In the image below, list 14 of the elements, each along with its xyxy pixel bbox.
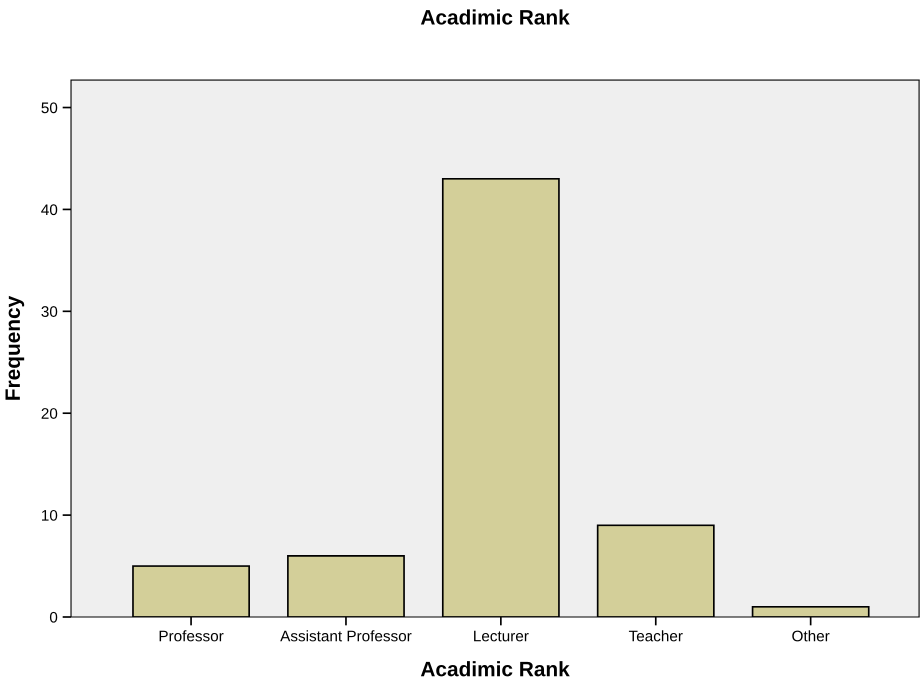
chart-title: Acadimic Rank (420, 9, 570, 25)
y-tick-label: 40 (41, 204, 58, 216)
x-tick-label: Teacher (628, 630, 683, 642)
y-tick-label: 0 (50, 612, 58, 623)
x-tick-label: Assistant Professor (280, 630, 412, 642)
y-tick-label: 20 (42, 408, 58, 419)
x-tick-label: Other (792, 630, 830, 642)
x-tick-label: Lecturer (474, 630, 529, 642)
x-axis-title: Acadimic Rank (420, 661, 570, 676)
y-tick-label: 30 (41, 306, 58, 317)
y-tick-label: 10 (42, 510, 58, 521)
x-tick-label: Professor (160, 630, 224, 642)
y-axis-title: Frequency (6, 296, 24, 400)
y-tick-label: 50 (41, 102, 58, 114)
